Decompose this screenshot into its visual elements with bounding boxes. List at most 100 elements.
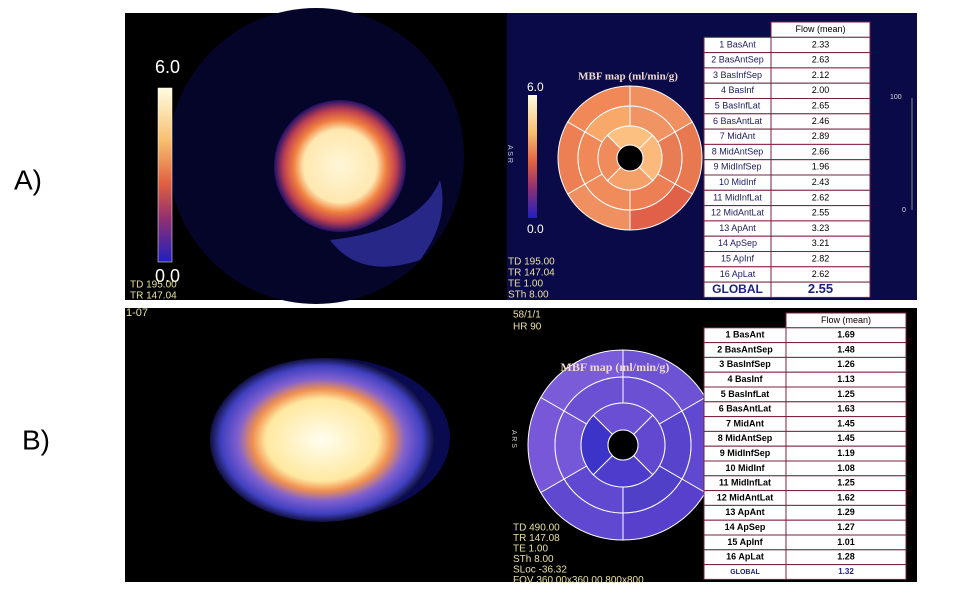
flow-value: 1.48 — [837, 344, 855, 354]
flow-value: 1.29 — [837, 507, 855, 517]
colorbar-max: 6.0 — [155, 57, 180, 77]
panel-label: B) — [22, 424, 50, 455]
global-value: 2.55 — [808, 281, 833, 296]
flow-value: 1.13 — [837, 374, 855, 384]
segment-name: 5 BasInfLat — [721, 389, 770, 399]
flow-value: 2.46 — [812, 116, 830, 126]
tissue-a — [330, 180, 443, 267]
flow-value: 1.45 — [837, 433, 855, 443]
flow-value: 2.82 — [812, 254, 830, 264]
flow-value: 2.55 — [812, 208, 830, 218]
flow-value: 2.12 — [812, 70, 830, 80]
flow-value: 1.25 — [837, 389, 855, 399]
flow-value: 2.63 — [812, 55, 830, 65]
flow-value: 1.27 — [837, 522, 855, 532]
flow-value: 1.28 — [837, 552, 855, 562]
global-label: GLOBAL — [712, 282, 763, 296]
segment-name: 15 ApInf — [721, 254, 755, 264]
top-info: HR 90 — [513, 322, 542, 333]
scan-info: FOV 360.00x360.00 800x800 — [513, 575, 644, 586]
scan-info: SLoc -36.32 — [513, 565, 567, 576]
bullseye-center — [616, 144, 644, 172]
global-value: 1.32 — [838, 567, 854, 576]
segment-name: 9 MidInfSep — [713, 162, 761, 172]
scan-info: TR 147.08 — [513, 533, 560, 544]
segment-name: 2 BasAntSep — [717, 344, 773, 354]
flow-value: 1.01 — [837, 537, 855, 547]
segment-name: 11 MidInfLat — [719, 478, 771, 488]
segment-name: 8 MidAntSep — [712, 146, 764, 156]
segment-name: 11 MidInfLat — [713, 192, 762, 202]
flow-value: 2.00 — [812, 85, 830, 95]
image-info: TD 195.00 — [130, 280, 177, 291]
image-info: TR 147.04 — [130, 291, 177, 302]
flow-value: 1.26 — [837, 359, 855, 369]
segment-name: 3 BasInfSep — [713, 70, 762, 80]
segment-name: 7 MidAnt — [726, 418, 764, 428]
flow-value: 1.19 — [837, 448, 855, 458]
scan-info: TR 147.04 — [508, 268, 555, 279]
flow-value: 3.21 — [812, 238, 830, 248]
segment-name: 5 BasInfLat — [715, 101, 761, 111]
scan-info: TE 1.00 — [508, 279, 543, 290]
segment-name: 4 BasInf — [721, 85, 755, 95]
orientation-label: A R S — [510, 430, 517, 448]
flow-value: 1.96 — [812, 162, 830, 172]
map-title: MBF map (ml/min/g) — [561, 360, 670, 374]
bullseye-center — [607, 429, 639, 461]
global-label: GLOBAL — [730, 569, 760, 576]
flow-value: 1.69 — [837, 330, 855, 340]
segment-name: 15 ApInf — [727, 537, 763, 547]
segment-name: 1 BasAnt — [725, 330, 764, 340]
segment-name: 12 MidAntLat — [711, 208, 765, 218]
scan-info: STh 8.00 — [513, 554, 554, 565]
flow-value: 2.43 — [812, 177, 830, 187]
heart-b — [210, 358, 434, 522]
segment-name: 4 BasInf — [727, 374, 763, 384]
map-colorbar-a — [528, 95, 537, 218]
segment-name: 14 ApSep — [718, 238, 757, 248]
flow-value: 2.65 — [812, 101, 830, 111]
segment-name: 8 MidAntSep — [718, 433, 773, 443]
flow-value: 1.62 — [837, 492, 855, 502]
flow-value: 2.33 — [812, 39, 830, 49]
segment-name: 16 ApLat — [720, 269, 756, 279]
table-cell — [770, 281, 871, 298]
scan-info: TD 490.00 — [513, 523, 560, 534]
flow-value: 1.63 — [837, 404, 855, 414]
segment-name: 6 BasAntLat — [719, 404, 772, 414]
flow-value: 1.25 — [837, 478, 855, 488]
orientation-label: A S R — [506, 145, 513, 163]
flow-value: 1.08 — [837, 463, 855, 473]
segment-name: 2 BasAntSep — [711, 55, 764, 65]
segment-name: 3 BasInfSep — [719, 359, 771, 369]
panel-label: A) — [14, 164, 42, 195]
scan-info: TD 195.00 — [508, 257, 555, 268]
segment-name: 13 ApAnt — [719, 223, 756, 233]
flow-value: 2.62 — [812, 269, 830, 279]
flow-value: 2.66 — [812, 146, 830, 156]
segment-name: 7 MidAnt — [720, 131, 756, 141]
segment-name: 1 BasAnt — [719, 39, 756, 49]
map-title: MBF map (ml/min/g) — [578, 71, 678, 83]
side-axis-label: 0 — [902, 207, 906, 214]
map-colorbar-max: 6.0 — [527, 80, 544, 94]
segment-name: 9 MidInfSep — [720, 448, 771, 458]
segment-name: 14 ApSep — [725, 522, 766, 532]
table-header: Flow (mean) — [821, 315, 871, 325]
flow-value: 3.23 — [812, 223, 830, 233]
table-cell — [785, 564, 907, 580]
side-axis-label: 100 — [890, 94, 902, 101]
flow-value: 1.45 — [837, 418, 855, 428]
map-colorbar-min: 0.0 — [527, 222, 544, 236]
table-header: Flow (mean) — [795, 24, 845, 34]
heart-a — [274, 100, 406, 232]
segment-name: 16 ApLat — [726, 552, 764, 562]
colorbar-a — [157, 87, 173, 263]
flow-value: 2.62 — [812, 192, 830, 202]
top-info: 58/1/1 — [513, 310, 541, 321]
segment-name: 10 MidInf — [719, 177, 757, 187]
scan-info: TE 1.00 — [513, 544, 548, 555]
colorbar-min: 0.0 — [155, 266, 180, 286]
segment-name: 6 BasAntLat — [713, 116, 763, 126]
